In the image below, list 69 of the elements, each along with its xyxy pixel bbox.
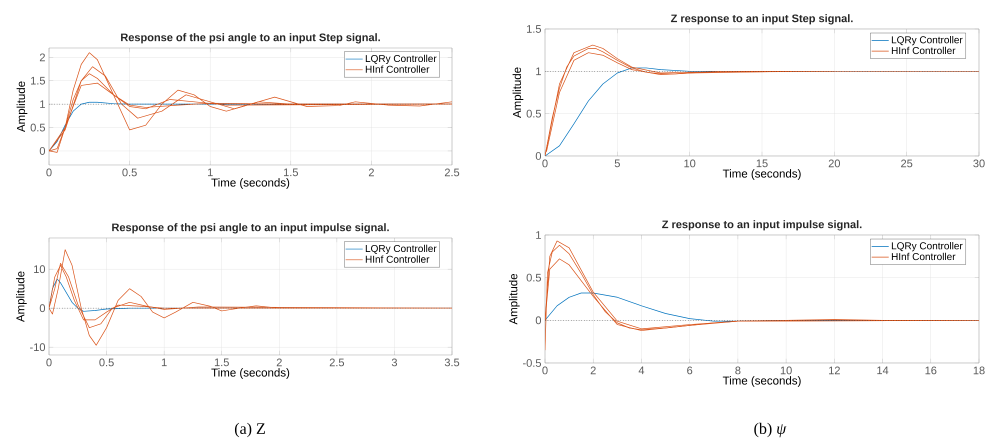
x-tick-label: 18 — [974, 366, 985, 374]
x-tick-label: 14 — [877, 366, 888, 374]
x-axis-title: Time (seconds) — [211, 178, 290, 189]
chart-title: Z response to an input impulse signal. — [662, 220, 862, 230]
x-tick-label: 1 — [162, 358, 167, 366]
x-tick-label: 3.5 — [444, 358, 460, 366]
x-tick-label: 1.5 — [284, 168, 298, 176]
y-tick-label: -10 — [30, 343, 46, 352]
x-tick-label: 0.5 — [99, 358, 114, 366]
x-tick-label: 25 — [901, 160, 912, 168]
y-tick-label: 1 — [536, 68, 541, 76]
y-tick-label: 0.5 — [526, 274, 541, 282]
y-axis-title: Amplitude — [508, 274, 520, 325]
y-tick-label: -0.5 — [523, 359, 541, 367]
x-tick-label: 2 — [368, 168, 374, 176]
legend-label: LQRy Controller — [366, 244, 437, 254]
text: (b) ψ — [754, 422, 786, 438]
y-tick-label: 1 — [40, 100, 45, 108]
legend-label: HInf Controller — [892, 252, 956, 260]
x-tick-label: 4 — [638, 366, 644, 374]
legend-label: LQRy Controller — [892, 242, 963, 252]
y-tick-label: 0.5 — [526, 110, 541, 118]
x-tick-label: 0 — [542, 160, 548, 168]
legend-label: HInf Controller — [366, 65, 430, 73]
y-tick-label: 0 — [40, 147, 46, 155]
x-tick-label: 30 — [973, 160, 985, 168]
chart-title: Z response to an input Step signal. — [670, 14, 853, 24]
chart-title: Response of the psi angle to an input impulse signal. — [112, 223, 389, 234]
x-tick-label: 1 — [208, 168, 213, 176]
y-axis-title: Amplitude — [16, 81, 28, 132]
legend-label: HInf Controller — [366, 255, 430, 263]
x-tick-label: 6 — [687, 366, 692, 374]
y-tick-label: 1.5 — [31, 76, 46, 85]
x-axis-title: Time (seconds) — [211, 368, 290, 379]
x-tick-label: 2.5 — [444, 168, 460, 176]
y-tick-label: 0 — [536, 316, 542, 324]
x-tick-label: 10 — [684, 160, 696, 168]
y-tick-label: 0.5 — [30, 124, 46, 132]
legend-label: LQRy Controller — [366, 54, 437, 64]
x-axis-title: Time (seconds) — [722, 169, 801, 180]
legend-label: LQRy Controller — [892, 36, 963, 46]
text: (a) Z — [234, 422, 265, 438]
x-tick-label: 20 — [828, 160, 840, 168]
x-tick-label: 15 — [756, 160, 768, 168]
x-tick-label: 12 — [829, 366, 840, 374]
x-tick-label: 0.5 — [122, 168, 137, 176]
y-axis-title: Amplitude — [16, 271, 27, 322]
y-tick-label: 0 — [40, 304, 46, 312]
x-tick-label: 0 — [46, 358, 52, 366]
x-tick-label: 0 — [46, 168, 52, 176]
x-tick-label: 2.5 — [330, 358, 344, 366]
y-axis-title: Amplitude — [512, 67, 524, 118]
x-tick-label: 3 — [392, 358, 398, 366]
x-tick-label: 2 — [590, 366, 596, 374]
x-tick-label: 2 — [276, 358, 282, 366]
x-axis-title: Time (seconds) — [722, 376, 801, 387]
y-tick-label: 2 — [40, 54, 45, 62]
legend-label: HInf Controller — [892, 46, 956, 54]
x-tick-label: 16 — [925, 366, 936, 374]
y-tick-label: 10 — [34, 265, 46, 274]
x-tick-label: 5 — [614, 160, 620, 168]
y-tick-label: 1 — [536, 231, 541, 239]
chart-title: Response of the psi angle to an input Step signal. — [121, 33, 380, 44]
x-tick-label: 0 — [542, 366, 548, 374]
y-tick-label: 0 — [536, 152, 542, 160]
x-tick-label: 8 — [735, 366, 740, 374]
x-tick-label: 10 — [780, 366, 792, 374]
x-tick-label: 1.5 — [214, 358, 229, 366]
y-tick-label: 1.5 — [527, 25, 541, 33]
